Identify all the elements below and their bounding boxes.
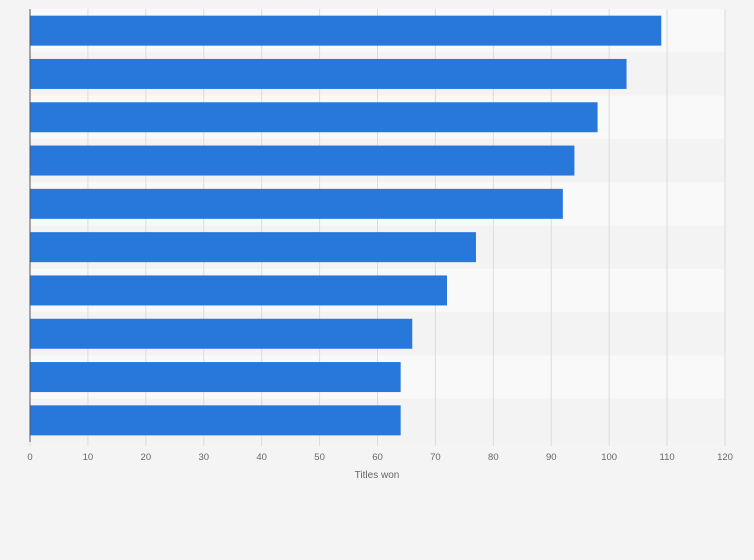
bar xyxy=(30,145,575,176)
x-tick-label: 100 xyxy=(601,452,617,463)
x-axis-title: Titles won xyxy=(355,470,400,481)
x-tick-label: 20 xyxy=(141,452,152,463)
bar xyxy=(30,102,598,133)
bars xyxy=(30,15,662,436)
x-tick-label: 90 xyxy=(546,452,557,463)
x-tick-label: 0 xyxy=(27,452,32,463)
bar xyxy=(30,232,476,263)
x-tick-label: 50 xyxy=(314,452,325,463)
bar xyxy=(30,318,413,349)
x-tick-label: 60 xyxy=(372,452,383,463)
x-tick-label: 110 xyxy=(660,452,675,463)
bar xyxy=(30,275,447,306)
bar xyxy=(30,362,401,393)
bar xyxy=(30,58,627,89)
x-tick-label: 120 xyxy=(717,452,733,463)
x-tick-label: 70 xyxy=(430,452,441,463)
x-tick-label: 80 xyxy=(488,452,499,463)
x-tick-label: 10 xyxy=(83,452,94,463)
bar xyxy=(30,405,401,436)
x-tick-label: 40 xyxy=(256,452,267,463)
bar xyxy=(30,15,662,46)
x-tick-labels: 0 10 20 30 40 50 60 70 80 90 100 110 120 xyxy=(27,452,733,463)
x-tick-label: 30 xyxy=(198,452,209,463)
bar xyxy=(30,188,563,219)
